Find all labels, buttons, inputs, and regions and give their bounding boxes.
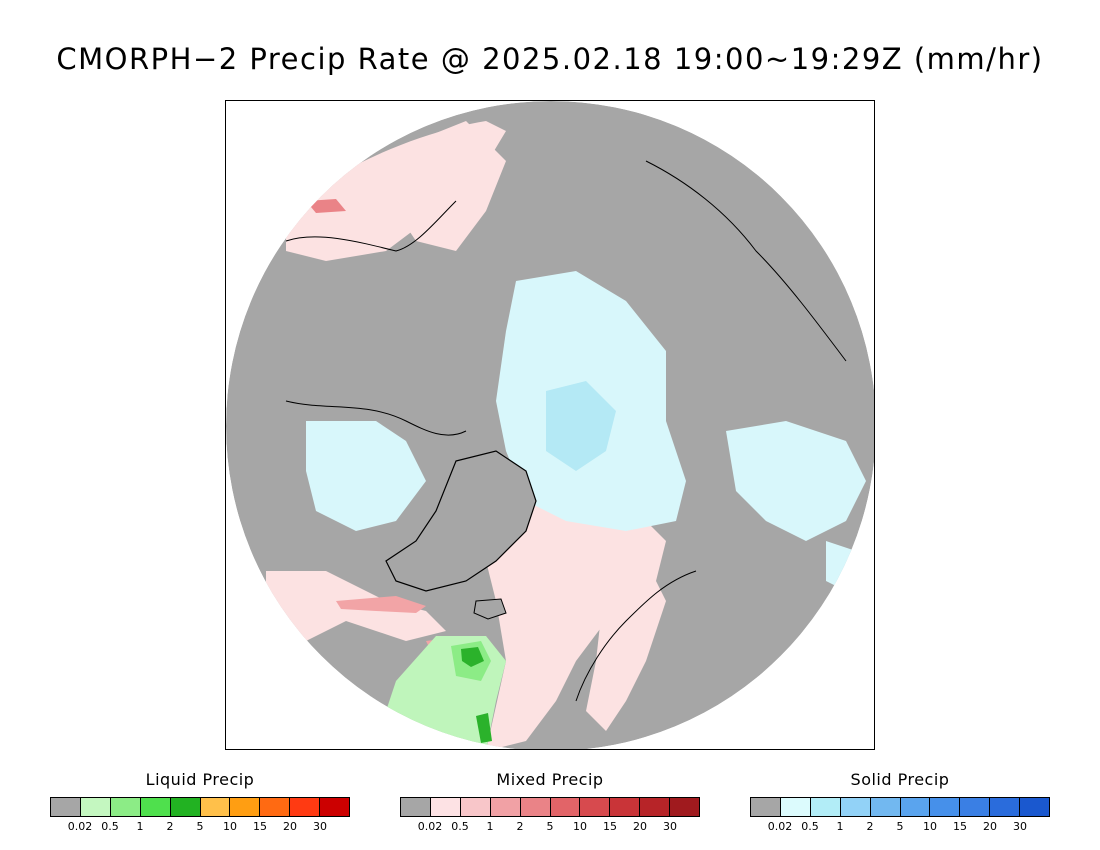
legend-liquid-tick-label: 15 [253, 820, 267, 833]
legend-liquid-swatch [51, 798, 81, 816]
legend-mixed-swatch [610, 798, 641, 816]
legend-solid-swatch [810, 798, 841, 816]
legend-mixed-colorbar [400, 797, 700, 817]
legend-liquid-swatch [230, 798, 261, 816]
map-title: CMORPH−2 Precip Rate @ 2025.02.18 19:00~… [56, 42, 1044, 76]
legend-liquid-tick-label: 20 [283, 820, 297, 833]
legend-solid-tick-label: 0.02 [767, 820, 793, 833]
legend-mixed-tick-label: 2 [516, 820, 524, 833]
legend-solid-tick-label: 10 [923, 820, 937, 833]
legend-mixed-tick-label: 0.02 [417, 820, 443, 833]
legend-liquid-tick-label: 10 [223, 820, 237, 833]
legend-solid-tick-label: 15 [953, 820, 967, 833]
legend-liquid-tick-label: 30 [313, 820, 327, 833]
polar-map-svg [226, 101, 874, 749]
solid-precip-region-canada [306, 421, 426, 531]
solid-precip-region-siberia [726, 421, 866, 541]
legend-mixed-ticks: 0.02 0.5 1 2 5 10 15 20 30 [400, 820, 700, 836]
legend-mixed-tick-label: 1 [486, 820, 494, 833]
legend-mixed-swatch [520, 798, 551, 816]
legend-mixed-swatch [460, 798, 491, 816]
legend-liquid-swatch [320, 798, 350, 816]
legend-liquid-tick-label: 1 [136, 820, 144, 833]
legend-mixed-swatch [430, 798, 461, 816]
legend-liquid-swatch [170, 798, 201, 816]
mixed-precip-region-scandinavia [586, 561, 666, 731]
legend-liquid-swatch [140, 798, 171, 816]
liquid-precip-core-south [476, 713, 492, 743]
legend-liquid: Liquid Precip 0.02 0.5 1 2 5 10 15 20 30 [50, 770, 350, 836]
liquid-precip-core [461, 647, 484, 667]
legend-mixed-tick-label: 20 [633, 820, 647, 833]
legend-liquid-swatch [80, 798, 111, 816]
legend-mixed-tick-label: 15 [603, 820, 617, 833]
mixed-precip-region-atlantic [486, 501, 666, 749]
legend-mixed: Mixed Precip 0.02 0.5 1 2 5 10 15 20 30 [400, 770, 700, 836]
legend-solid-tick-label: 2 [866, 820, 874, 833]
legend-solid-ticks: 0.02 0.5 1 2 5 10 15 20 30 [750, 820, 1050, 836]
legend-solid: Solid Precip 0.02 0.5 1 2 5 10 15 20 30 [750, 770, 1050, 836]
legend-solid-title: Solid Precip [850, 770, 950, 789]
legend-solid-tick-label: 0.5 [801, 820, 819, 833]
legend-liquid-tick-label: 0.02 [67, 820, 93, 833]
mixed-precip-region-westatl [266, 571, 446, 661]
legend-mixed-swatch [401, 798, 431, 816]
solid-precip-core [546, 381, 616, 471]
legend-solid-tick-label: 1 [836, 820, 844, 833]
legend-liquid-title: Liquid Precip [145, 770, 255, 789]
mixed-precip-band-1 [336, 596, 426, 613]
mixed-precip-region-north [396, 121, 506, 251]
legend-solid-swatch [930, 798, 961, 816]
legend-liquid-ticks: 0.02 0.5 1 2 5 10 15 20 30 [50, 820, 350, 836]
legend-solid-swatch [900, 798, 931, 816]
coastline-europe [575, 570, 697, 702]
legend-solid-tick-label: 20 [983, 820, 997, 833]
legend-mixed-tick-label: 0.5 [451, 820, 469, 833]
legend-solid-tick-label: 30 [1013, 820, 1027, 833]
polar-precip-map [225, 100, 875, 750]
legend-liquid-swatch [200, 798, 231, 816]
legend-liquid-tick-label: 2 [166, 820, 174, 833]
legend-mixed-swatch [580, 798, 611, 816]
legend-solid-swatch [751, 798, 781, 816]
legend-solid-colorbar [750, 797, 1050, 817]
legend-liquid-swatch [260, 798, 291, 816]
coastline-alaska [285, 200, 457, 252]
coastline-iceland [473, 598, 507, 620]
legend-liquid-tick-label: 5 [196, 820, 204, 833]
legend-liquid-swatch [290, 798, 321, 816]
greenland-landmass [385, 450, 537, 592]
coastline-canada [285, 400, 467, 436]
legend-solid-swatch [960, 798, 991, 816]
legend-liquid-colorbar [50, 797, 350, 817]
legend-liquid-swatch [110, 798, 141, 816]
legend-solid-swatch [1020, 798, 1050, 816]
legend-mixed-tick-label: 10 [573, 820, 587, 833]
legend-mixed-tick-label: 5 [546, 820, 554, 833]
legend-solid-swatch [840, 798, 871, 816]
legend-mixed-swatch [640, 798, 671, 816]
legend-solid-swatch [780, 798, 811, 816]
legend-mixed-swatch [490, 798, 521, 816]
mixed-precip-band-3 [306, 199, 346, 213]
legend-solid-swatch [870, 798, 901, 816]
legend-solid-swatch [990, 798, 1021, 816]
legend-mixed-swatch [550, 798, 581, 816]
legend-mixed-swatch [670, 798, 700, 816]
coastline-siberia [645, 160, 847, 362]
legend-liquid-tick-label: 0.5 [101, 820, 119, 833]
legend-mixed-tick-label: 30 [663, 820, 677, 833]
legend-mixed-title: Mixed Precip [496, 770, 604, 789]
legend-solid-tick-label: 5 [896, 820, 904, 833]
